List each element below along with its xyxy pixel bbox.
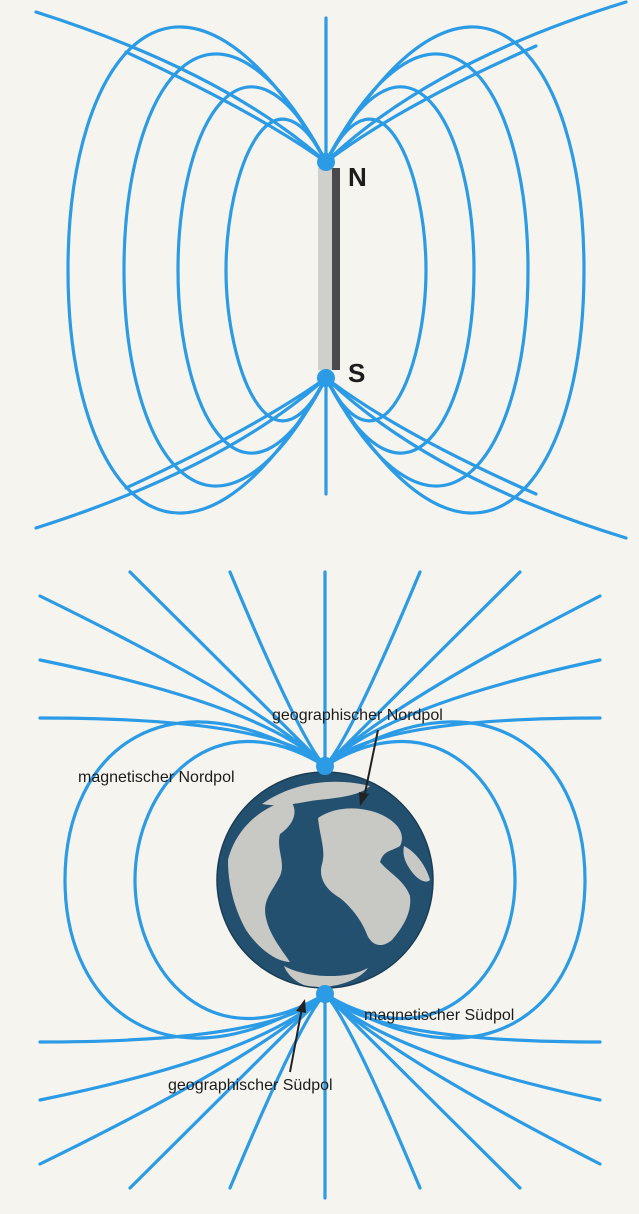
earth-field-lines	[38, 570, 602, 1200]
earth-landmass-north-cap	[262, 781, 370, 806]
earth-field-open-south	[228, 992, 327, 1190]
magnet-field-open-south	[324, 376, 538, 496]
geographic-north-arrow	[359, 729, 379, 806]
geographic-south-arrow	[289, 999, 306, 1073]
earth-field-diagram: geographischer Nordpol magnetischer Nord…	[38, 570, 602, 1200]
magnetic-north-label: magnetischer Nordpol	[78, 769, 235, 786]
earth-landmass-east	[403, 846, 430, 882]
earth-field-open-north	[128, 570, 327, 768]
earth-field-open-south	[323, 992, 602, 1044]
magnet-field-loop	[224, 117, 328, 423]
magnet-field-open-north	[324, 0, 628, 164]
magnet-field-open-south	[324, 376, 628, 540]
earth-field-loop	[323, 739, 517, 1021]
earth-field-open-north	[323, 716, 602, 768]
magnetic-north-point	[316, 757, 334, 775]
earth-globe	[216, 771, 434, 989]
magnet-field-loop	[66, 25, 328, 515]
earth-field-loop	[323, 720, 587, 1040]
earth-field-open-north	[323, 570, 422, 768]
magnet-field-open-north	[324, 44, 538, 164]
earth-field-open-north	[38, 658, 327, 768]
earth-landmass-africa-europe	[318, 808, 411, 946]
bar-magnet-dark-face	[332, 168, 340, 370]
earth-field-open-south	[323, 992, 422, 1190]
south-pole-label: S	[348, 358, 365, 388]
earth-field-open-south	[323, 992, 522, 1190]
magnet-field-loop	[122, 52, 328, 488]
magnet-field-open-north	[124, 50, 328, 164]
bar-magnet-field-lines	[34, 0, 628, 540]
earth-field-open-north	[228, 570, 327, 768]
geographic-south-label: geographischer Südpol	[168, 1077, 333, 1094]
magnet-field-open-north	[34, 10, 328, 164]
bar-magnet	[318, 168, 340, 370]
magnetic-south-point	[316, 985, 334, 1003]
magnet-field-loop	[324, 117, 428, 423]
magnet-field-open-south	[34, 376, 328, 530]
magnet-field-loop	[324, 25, 586, 515]
earth-field-loop	[133, 739, 327, 1021]
earth-landmass-antarctica	[284, 966, 368, 988]
magnetic-south-label: magnetischer Südpol	[364, 1007, 514, 1024]
bar-magnet-diagram: N S	[34, 0, 628, 540]
earth-field-open-south	[38, 992, 327, 1102]
earth-landmass-americas	[228, 800, 295, 962]
magnet-field-open-south	[124, 376, 328, 490]
magnet-field-loop	[324, 85, 476, 455]
north-pole-label: N	[348, 162, 367, 192]
earth-field-open-south	[38, 992, 327, 1044]
south-pole-point	[317, 369, 335, 387]
earth-field-open-south	[323, 992, 602, 1102]
magnet-field-loop	[324, 52, 530, 488]
earth-field-loop	[63, 720, 327, 1040]
earth-field-open-north	[323, 570, 522, 768]
earth-field-open-north	[38, 594, 327, 768]
earth-field-open-north	[38, 716, 327, 768]
north-pole-point	[317, 153, 335, 171]
magnet-field-loop	[176, 85, 328, 455]
earth-field-open-north	[323, 594, 602, 768]
bar-magnet-light-face	[318, 168, 332, 370]
geographic-north-label: geographischer Nordpol	[272, 707, 443, 724]
earth-field-open-north	[323, 658, 602, 768]
earth-field-open-south	[128, 992, 327, 1190]
